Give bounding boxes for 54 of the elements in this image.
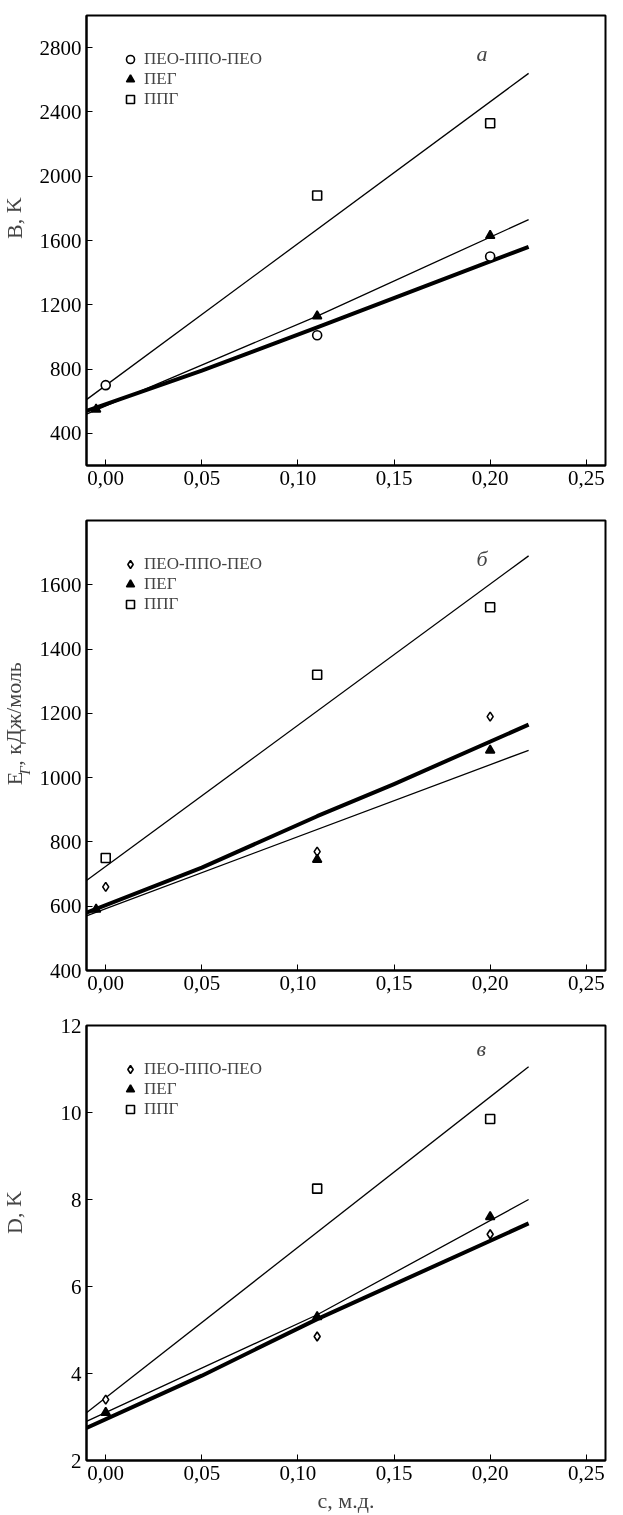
legend-label: ПЕО-ППО-ПЕО — [144, 1059, 263, 1079]
x-tick-label: 0,05 — [183, 970, 221, 995]
x-tick-label: 0,05 — [183, 1460, 221, 1485]
x-tick-label: 0,15 — [375, 465, 413, 490]
y-tick-label: 800 — [50, 357, 82, 382]
legend-label: ПЕГ — [144, 574, 177, 594]
y-tick-label: 1600 — [39, 228, 82, 253]
x-tick-label: 0,20 — [471, 465, 509, 490]
y-axis-title: B, K — [1, 197, 27, 239]
annotation: б — [476, 545, 489, 571]
y-tick-label: 2000 — [39, 164, 82, 189]
legend-label: ПЕО-ППО-ПЕО — [144, 49, 263, 69]
y-tick-label: 2800 — [39, 35, 82, 60]
x-tick-label: 0,05 — [183, 465, 221, 490]
y-tick-label: 1400 — [39, 637, 82, 662]
y-tick-label: 2 — [71, 1448, 82, 1473]
legend-label: ППГ — [144, 89, 179, 109]
x-tick-label: 0,00 — [87, 465, 125, 490]
legend-label: ПЕО-ППО-ПЕО — [144, 554, 263, 574]
y-tick-label: 12 — [60, 1013, 82, 1038]
y-tick-label: 8 — [71, 1187, 82, 1212]
x-tick-label: 0,10 — [279, 1460, 317, 1485]
x-tick-label: 0,15 — [375, 970, 413, 995]
y-tick-label: 400 — [50, 958, 82, 983]
x-tick-label: 0,25 — [567, 465, 605, 490]
y-axis-title: EГ, кДж/моль — [1, 662, 33, 786]
x-tick-label: 0,00 — [87, 1460, 125, 1485]
x-tick-label: 0,25 — [567, 1460, 605, 1485]
x-tick-label: 0,20 — [471, 1460, 509, 1485]
y-axis-title: D, K — [1, 1191, 27, 1234]
legend-label: ППГ — [144, 594, 179, 614]
x-tick-label: 0,00 — [87, 970, 125, 995]
y-tick-label: 2400 — [39, 99, 82, 124]
x-tick-label: 0,25 — [567, 970, 605, 995]
y-tick-label: 1200 — [39, 701, 82, 726]
y-tick-label: 4 — [71, 1361, 82, 1386]
x-axis-title: c, м.д. — [317, 1487, 375, 1513]
y-tick-label: 600 — [50, 894, 82, 919]
y-tick-label: 1200 — [39, 292, 82, 317]
y-tick-label: 1600 — [39, 572, 82, 597]
legend-label: ППГ — [144, 1099, 179, 1119]
legend-label: ПЕГ — [144, 1079, 177, 1099]
x-tick-label: 0,15 — [375, 1460, 413, 1485]
annotation: a — [476, 40, 488, 66]
x-tick-label: 0,10 — [279, 970, 317, 995]
y-tick-label: 10 — [60, 1100, 82, 1125]
y-tick-label: 1000 — [39, 765, 82, 790]
y-tick-label: 400 — [50, 421, 82, 446]
annotation: в — [476, 1035, 487, 1061]
x-tick-label: 0,20 — [471, 970, 509, 995]
x-tick-label: 0,10 — [279, 465, 317, 490]
y-tick-label: 800 — [50, 829, 82, 854]
legend-label: ПЕГ — [144, 69, 177, 89]
y-tick-label: 6 — [71, 1274, 82, 1299]
